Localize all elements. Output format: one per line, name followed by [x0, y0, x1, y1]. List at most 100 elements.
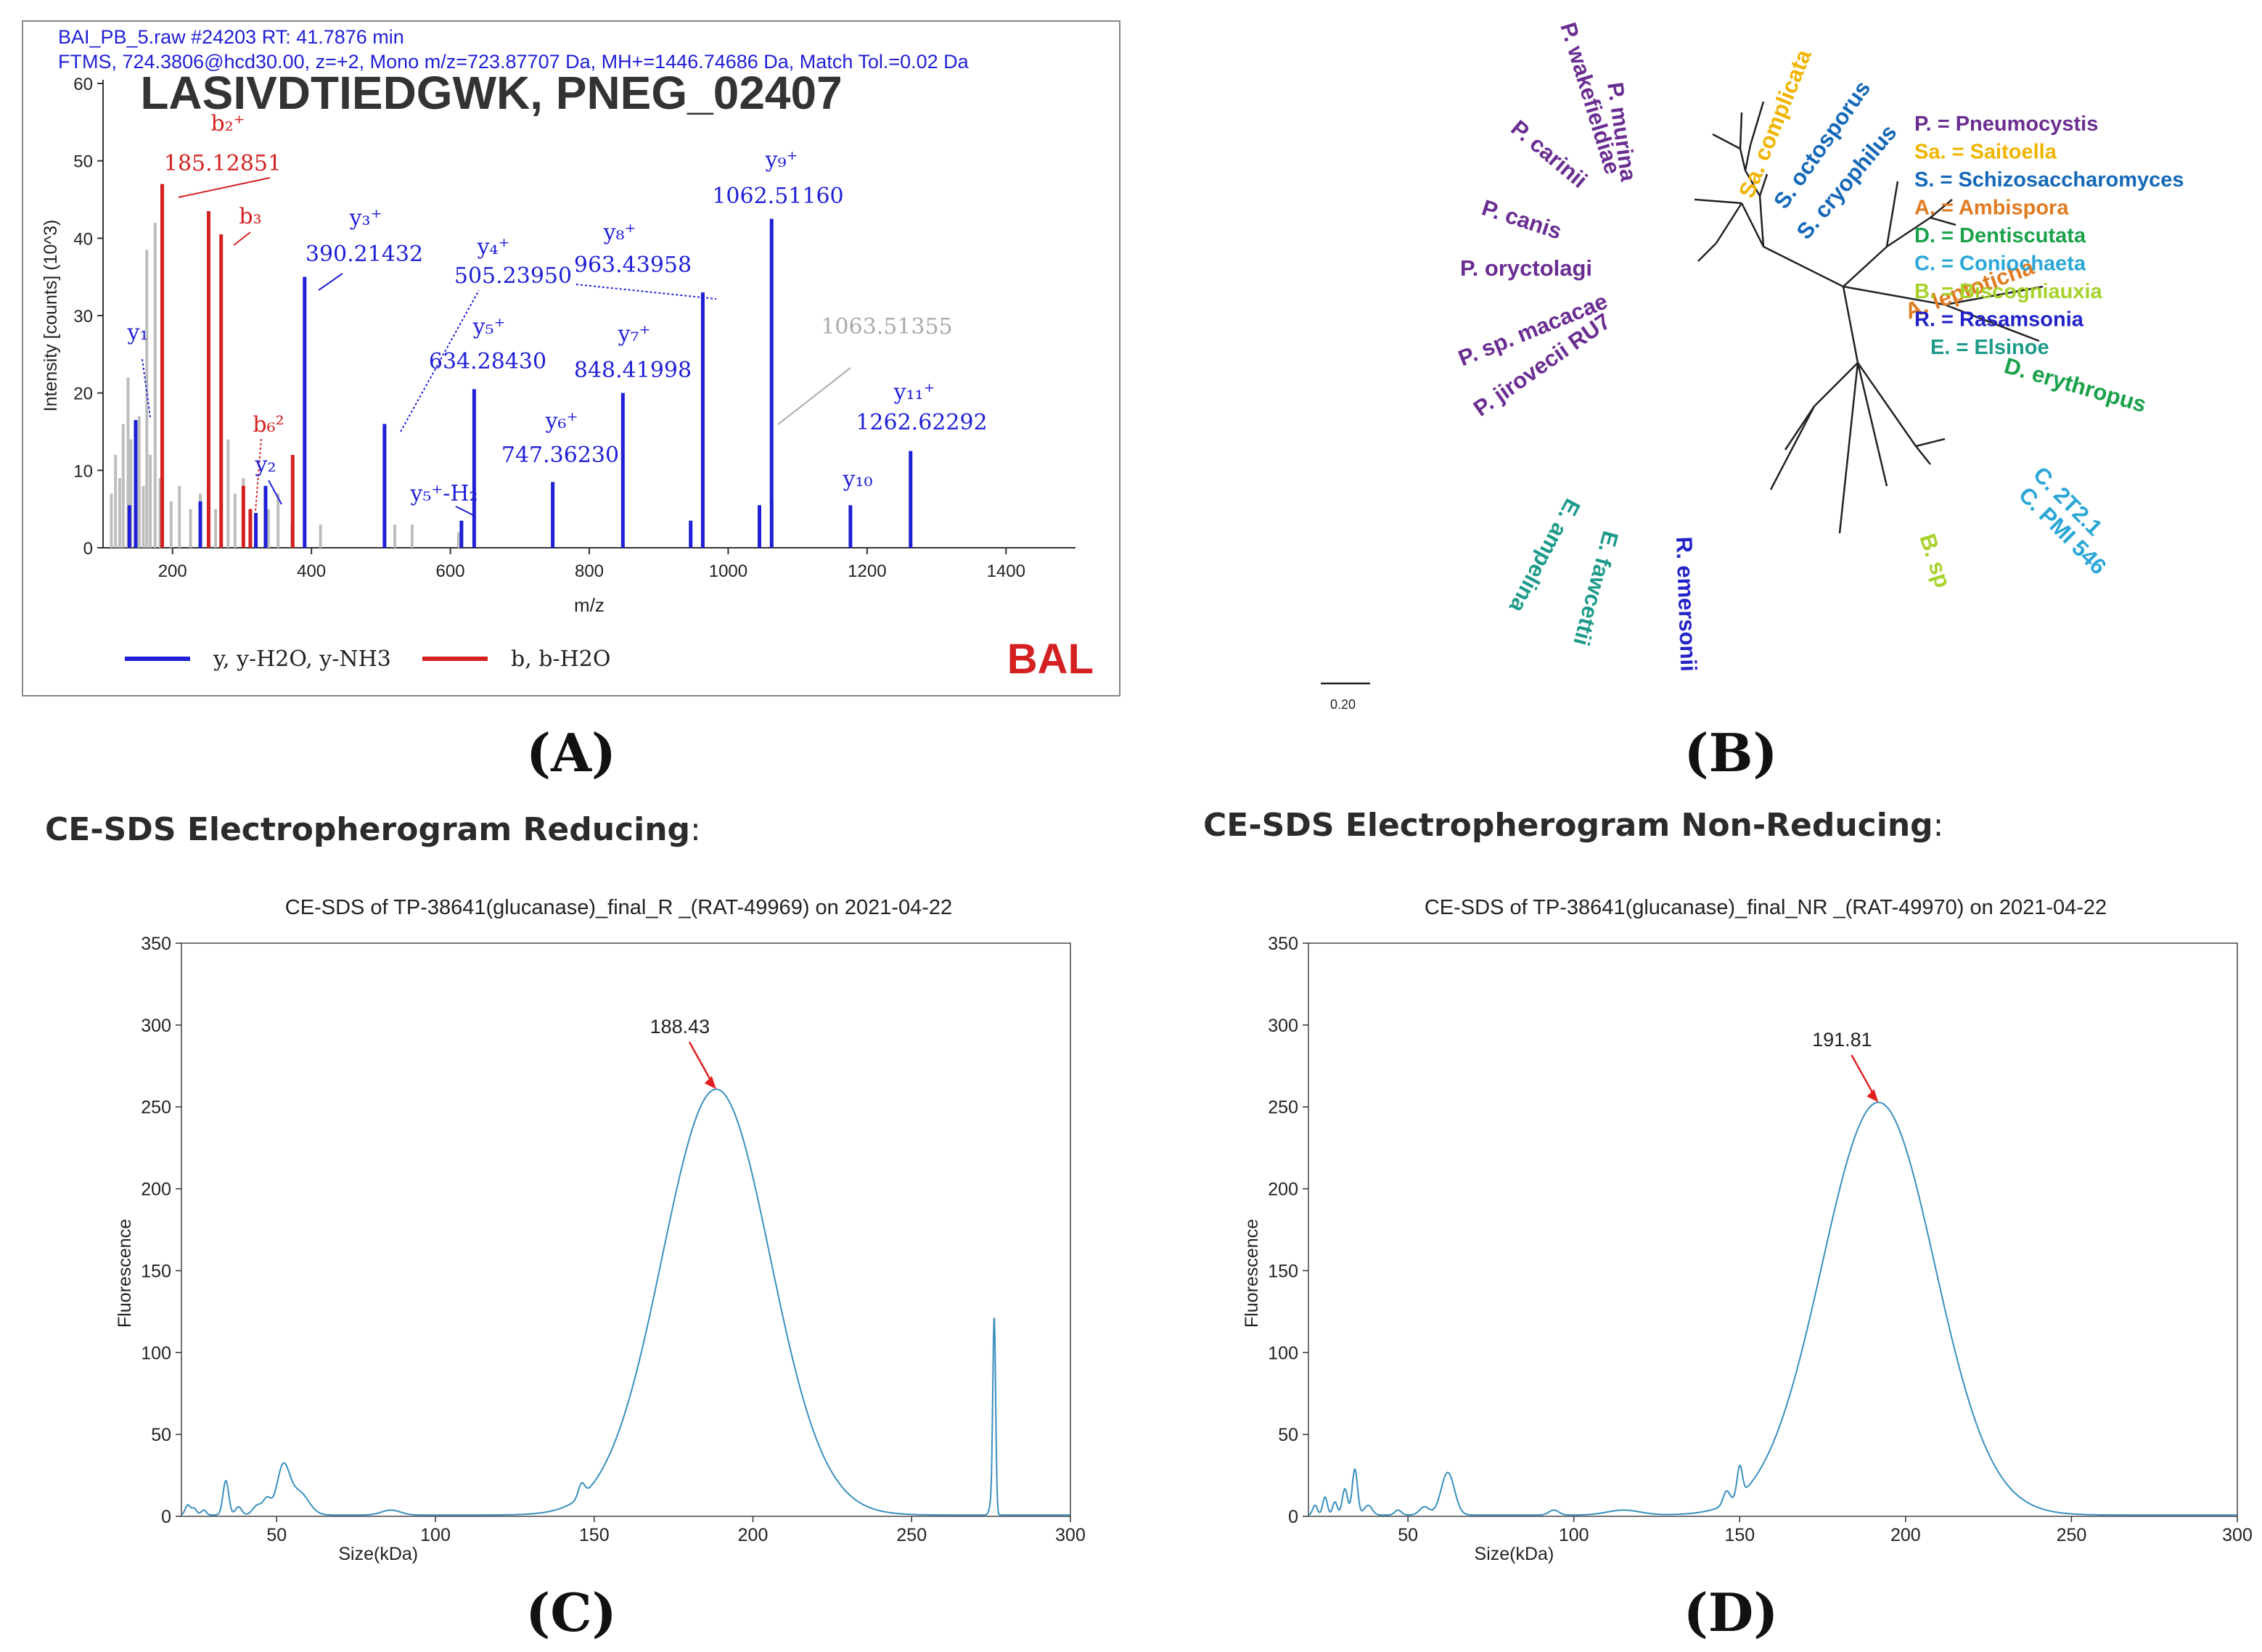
tree-leaf-label: B. sp — [1914, 530, 1956, 591]
annotation-leader — [233, 231, 251, 246]
tree-branch — [1930, 216, 1956, 226]
y-tick-label: 30 — [73, 307, 93, 326]
tree-legend-entry: P. = Pneumocystis — [1914, 112, 2098, 136]
tree-branch — [1739, 112, 1743, 149]
tree-branch — [1843, 285, 1946, 306]
tree-legend-entry: B. = Biscogniauxia — [1914, 280, 2103, 303]
tree-branch — [1838, 362, 1859, 534]
spectrum-title: LASIVDTIEDGWK, PNEG_02407 — [140, 67, 842, 119]
annotation-leader — [400, 289, 480, 432]
x-tick-label: 100 — [1559, 1525, 1589, 1545]
peak-label: 191.81 — [1812, 1029, 1872, 1051]
ion-mass-label: 185.12851 — [164, 151, 282, 176]
annotation-leader — [455, 506, 474, 516]
tree-branch — [1694, 198, 1742, 205]
ion-label: y₉⁺ — [765, 147, 798, 173]
ion-label: y₁₁⁺ — [893, 379, 935, 405]
ce-chart-title: CE-SDS of TP-38641(glucanase)_final_R _(… — [285, 896, 952, 919]
section-title-reducing-colon: : — [690, 811, 701, 848]
y-tick-label: 350 — [1268, 934, 1298, 954]
ion-label: b₃ — [239, 204, 261, 229]
y-tick-label: 150 — [141, 1261, 171, 1281]
ion-mass-label: 963.43958 — [574, 252, 692, 278]
tree-branch — [1842, 286, 1859, 363]
annotation-leader — [268, 480, 282, 505]
tree-leaf-label: R. emersonii — [1671, 536, 1701, 672]
ion-label: b₆² — [253, 412, 284, 437]
tree-branch — [1749, 101, 1765, 146]
tree-branch — [1885, 181, 1899, 247]
y-axis-label: Fluorescence — [115, 1219, 135, 1328]
tree-legend-entry: S. = Schizosaccharomyces — [1914, 168, 2184, 192]
tree-leaf-label: P. canis — [1479, 194, 1565, 244]
panel-b: P. wakefieldiae P. murina P. carinii P. can… — [1176, 7, 2250, 726]
tree-branch — [1697, 242, 1717, 262]
tree-legend-entry: E. = Elsinoe — [1930, 336, 2049, 359]
y-tick-label: 40 — [73, 229, 93, 249]
y-tick-label: 200 — [141, 1180, 171, 1200]
x-axis-label: Size(kDa) — [1475, 1544, 1554, 1564]
caption-d: (D) — [1683, 1582, 1779, 1643]
tree-branch — [1763, 245, 1844, 288]
ion-label: b₂⁺ — [210, 111, 245, 136]
caption-a: (A) — [526, 722, 616, 784]
tree-branch — [1886, 216, 1931, 248]
ion-label: y₂ — [255, 452, 276, 477]
y-tick-label: 50 — [73, 152, 93, 172]
annotation-leader — [777, 367, 851, 425]
fluorescence-trace — [181, 1088, 1070, 1516]
y-tick-label: 20 — [73, 385, 93, 404]
panel-a: BAI_PB_5.raw #24203 RT: 41.7876 min FTMS,… — [22, 20, 1120, 696]
y-tick-label: 10 — [73, 461, 93, 481]
tree-legend-entry: Sa. = Saitoella — [1914, 141, 2057, 164]
section-title-nonreducing-colon: : — [1933, 807, 1944, 844]
x-tick-label: 100 — [420, 1525, 451, 1545]
tree-branch — [1758, 195, 1765, 247]
ion-label: y₃⁺ — [349, 205, 382, 231]
ion-mass-label: 1062.51160 — [712, 184, 843, 209]
tree-branch — [1944, 303, 2040, 342]
tree-leaf-label: E. fawcettii — [1568, 528, 1623, 648]
y-tick-label: 250 — [141, 1098, 171, 1118]
x-tick-label: 800 — [575, 562, 604, 581]
fluorescence-trace — [1308, 1101, 2237, 1516]
section-title-reducing-text: CE-SDS Electropherogram Reducing — [45, 811, 691, 848]
ion-mass-label: 848.41998 — [574, 358, 692, 383]
section-title-nonreducing: CE-SDS Electropherogram Non-Reducing: — [1203, 807, 1944, 844]
tree-branch — [1915, 437, 1946, 448]
tree-branch — [1930, 199, 1953, 218]
y-tick-label: 50 — [1278, 1425, 1298, 1445]
y-tick-label: 0 — [83, 539, 93, 559]
y-tick-label: 0 — [161, 1507, 171, 1527]
ion-label: y₁ — [127, 320, 149, 345]
panel-c: CE-SDS of TP-38641(glucanase)_final_R _(… — [0, 871, 1131, 1582]
tree-branch — [1944, 285, 2044, 306]
x-tick-label: 1200 — [848, 562, 886, 581]
tree-branch — [1758, 173, 1769, 197]
y-tick-label: 0 — [1288, 1507, 1298, 1527]
ion-mass-label: 747.36230 — [501, 443, 619, 468]
annotation-leader — [575, 284, 717, 300]
x-tick-label: 200 — [738, 1525, 769, 1545]
y-tick-label: 200 — [1268, 1180, 1298, 1200]
x-tick-label: 250 — [896, 1525, 927, 1545]
x-tick-label: 150 — [1724, 1525, 1755, 1545]
tree-legend-entry: R. = Rasamsonia — [1914, 308, 2084, 332]
ion-label: y₁₀ — [842, 467, 872, 492]
x-tick-label: 50 — [266, 1525, 287, 1545]
plot-frame — [1308, 942, 2238, 1517]
y-tick-label: 300 — [1268, 1016, 1298, 1036]
tree-branch — [1856, 362, 1888, 487]
y-tick-label: 100 — [1268, 1343, 1298, 1363]
ion-label: y₅⁺ — [472, 314, 506, 340]
tree-branch — [1843, 246, 1888, 287]
ion-mass-label: 1063.51355 — [821, 314, 952, 340]
tree-branch — [1856, 362, 1917, 447]
tree-branch — [1740, 202, 1765, 247]
ion-label: y₆⁺ — [545, 408, 578, 434]
x-tick-label: 600 — [436, 562, 465, 581]
y-tick-label: 350 — [141, 934, 171, 954]
peak-arrowhead — [1866, 1089, 1879, 1103]
tree-leaf-label: D. erythropus — [2001, 353, 2149, 417]
